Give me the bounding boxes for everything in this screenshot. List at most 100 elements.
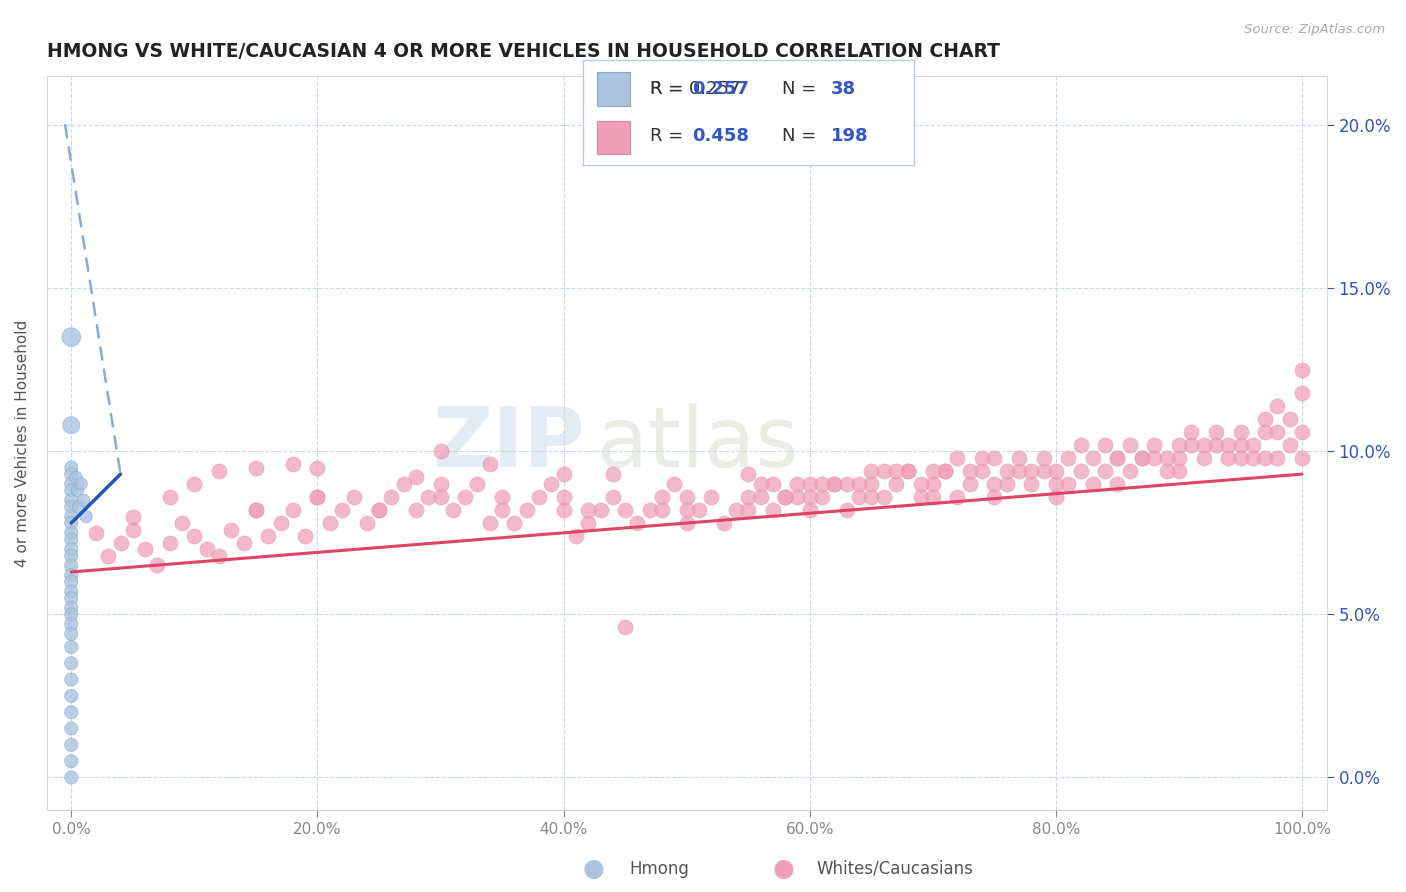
Point [1267, 399, 1289, 413]
Point [405, 503, 427, 517]
Point [134, 542, 156, 557]
Point [565, 529, 588, 543]
Point [664, 476, 686, 491]
Point [60, 673, 83, 687]
Point [66, 483, 89, 498]
Point [762, 503, 785, 517]
Point [983, 490, 1005, 504]
Point [1119, 464, 1142, 478]
Point [97, 549, 120, 563]
Point [60, 568, 83, 582]
Point [970, 464, 993, 478]
Point [441, 503, 464, 517]
Point [1241, 438, 1264, 452]
Point [75, 509, 97, 524]
Point [307, 490, 329, 504]
Point [281, 458, 304, 472]
Point [576, 516, 599, 530]
Point [1168, 438, 1191, 452]
Point [1070, 438, 1092, 452]
Point [860, 476, 883, 491]
Point [897, 464, 920, 478]
Point [84, 525, 107, 540]
Point [491, 503, 513, 517]
Point [921, 464, 943, 478]
Point [651, 503, 673, 517]
Point [183, 529, 205, 543]
Point [1021, 464, 1043, 478]
Point [835, 476, 858, 491]
Point [70, 476, 93, 491]
Text: N =: N = [782, 79, 815, 98]
Point [503, 516, 526, 530]
Point [946, 450, 969, 465]
Text: N =: N = [782, 127, 815, 145]
Point [60, 509, 83, 524]
Point [60, 533, 83, 547]
Point [1143, 438, 1166, 452]
Point [429, 444, 451, 458]
Point [1192, 450, 1215, 465]
Point [860, 490, 883, 504]
Point [60, 542, 83, 557]
Point [1045, 464, 1067, 478]
Point [307, 490, 329, 504]
Point [146, 558, 169, 573]
Point [921, 490, 943, 504]
Text: 38: 38 [831, 79, 856, 98]
Point [1081, 450, 1104, 465]
Point [1156, 464, 1178, 478]
Point [1278, 438, 1301, 452]
Point [970, 450, 993, 465]
Point [959, 476, 981, 491]
Point [700, 490, 723, 504]
Point [429, 476, 451, 491]
Point [1205, 425, 1227, 439]
Point [170, 516, 193, 530]
Point [245, 503, 267, 517]
Point [60, 418, 83, 433]
Point [60, 591, 83, 605]
Point [478, 458, 501, 472]
Point [1119, 438, 1142, 452]
Point [737, 467, 759, 482]
Point [835, 503, 858, 517]
Point [491, 490, 513, 504]
Point [884, 476, 907, 491]
Text: ●: ● [583, 857, 605, 880]
Point [60, 493, 83, 508]
Point [232, 535, 254, 549]
Point [159, 490, 181, 504]
Point [749, 490, 772, 504]
Point [1180, 425, 1202, 439]
Text: Hmong: Hmong [630, 860, 689, 878]
Point [60, 467, 83, 482]
Point [1254, 411, 1277, 425]
Text: atlas: atlas [598, 402, 799, 483]
Point [1008, 464, 1031, 478]
Text: Source: ZipAtlas.com: Source: ZipAtlas.com [1244, 23, 1385, 37]
Point [1254, 425, 1277, 439]
Point [60, 640, 83, 654]
Point [1045, 490, 1067, 504]
Point [527, 490, 550, 504]
Point [67, 500, 90, 514]
Point [1229, 450, 1251, 465]
Point [576, 503, 599, 517]
Point [60, 574, 83, 589]
Point [1218, 438, 1240, 452]
Point [454, 490, 477, 504]
Point [60, 549, 83, 563]
Point [848, 490, 870, 504]
Point [110, 535, 132, 549]
Point [270, 516, 292, 530]
Point [1057, 450, 1080, 465]
Point [1229, 438, 1251, 452]
Point [773, 490, 796, 504]
Point [934, 464, 956, 478]
Point [786, 476, 808, 491]
Point [1241, 450, 1264, 465]
Point [368, 503, 391, 517]
Point [1008, 450, 1031, 465]
Text: 198: 198 [831, 127, 869, 145]
